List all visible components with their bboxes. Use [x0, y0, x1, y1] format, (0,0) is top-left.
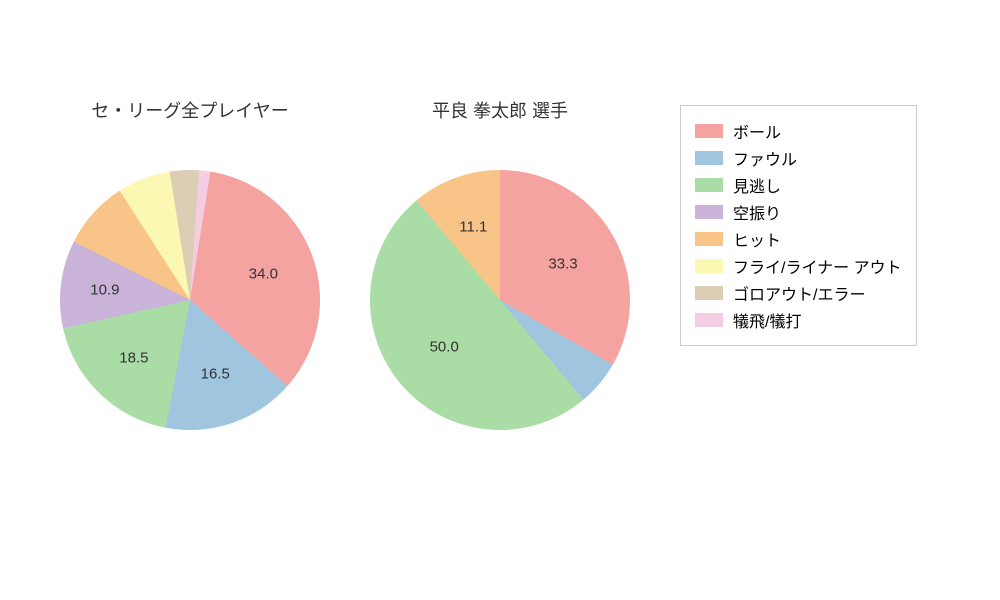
pie-disc-player	[370, 170, 630, 430]
legend-swatch-groundout	[695, 286, 723, 300]
legend-item-ball: ボール	[695, 119, 902, 143]
legend: ボールファウル見逃し空振りヒットフライ/ライナー アウトゴロアウト/エラー犠飛/…	[680, 105, 917, 346]
legend-label-swinging: 空振り	[733, 200, 781, 224]
legend-item-swinging: 空振り	[695, 200, 902, 224]
slice-label-league-foul: 16.5	[201, 365, 230, 382]
legend-swatch-looking	[695, 178, 723, 192]
legend-item-hit: ヒット	[695, 227, 902, 251]
pie-player	[370, 170, 630, 430]
pie-disc-league	[60, 170, 320, 430]
legend-swatch-foul	[695, 151, 723, 165]
legend-label-sacrifice: 犠飛/犠打	[733, 308, 801, 332]
legend-label-hit: ヒット	[733, 227, 781, 251]
legend-item-flyout: フライ/ライナー アウト	[695, 254, 902, 278]
legend-item-groundout: ゴロアウト/エラー	[695, 281, 902, 305]
chart-title-player: 平良 拳太郎 選手	[432, 97, 568, 123]
legend-label-flyout: フライ/ライナー アウト	[733, 254, 902, 278]
pie-league	[60, 170, 320, 430]
legend-swatch-ball	[695, 124, 723, 138]
legend-label-foul: ファウル	[733, 146, 797, 170]
legend-swatch-swinging	[695, 205, 723, 219]
legend-label-groundout: ゴロアウト/エラー	[733, 281, 865, 305]
legend-label-looking: 見逃し	[733, 173, 781, 197]
chart-title-league: セ・リーグ全プレイヤー	[91, 97, 288, 123]
slice-label-player-hit: 11.1	[459, 218, 487, 235]
slice-label-league-ball: 34.0	[249, 265, 278, 282]
legend-swatch-flyout	[695, 259, 723, 273]
legend-swatch-sacrifice	[695, 313, 723, 327]
legend-item-foul: ファウル	[695, 146, 902, 170]
legend-label-ball: ボール	[733, 119, 781, 143]
legend-item-looking: 見逃し	[695, 173, 902, 197]
legend-swatch-hit	[695, 232, 723, 246]
slice-label-player-looking: 50.0	[430, 338, 459, 355]
slice-label-player-ball: 33.3	[548, 255, 577, 272]
legend-item-sacrifice: 犠飛/犠打	[695, 308, 902, 332]
slice-label-league-looking: 18.5	[119, 349, 148, 366]
slice-label-league-swinging: 10.9	[90, 281, 119, 298]
chart-container: セ・リーグ全プレイヤー 34.0 16.5 18.5 10.9 平良 拳太郎 選手 33.3…	[0, 0, 1000, 600]
